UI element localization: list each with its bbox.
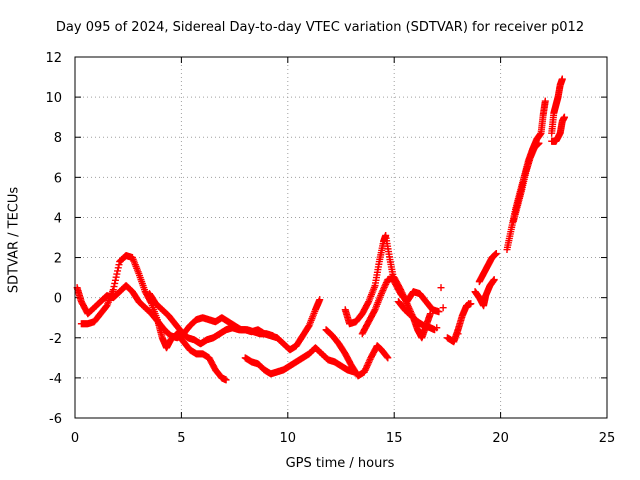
data-point-marker bbox=[111, 276, 119, 284]
data-point-marker bbox=[360, 368, 368, 376]
chart-title: Day 095 of 2024, Sidereal Day-to-day VTE… bbox=[55, 20, 585, 35]
data-point-marker bbox=[380, 285, 388, 293]
series-arc-8 bbox=[394, 298, 439, 334]
x-tick-label: 10 bbox=[280, 431, 297, 446]
data-point-marker bbox=[402, 297, 410, 305]
data-point-marker bbox=[435, 308, 443, 316]
y-tick-label: -2 bbox=[49, 332, 62, 347]
data-point-marker bbox=[364, 299, 372, 307]
data-point-marker bbox=[558, 75, 566, 83]
series-arc-11 bbox=[475, 250, 500, 286]
data-point-marker bbox=[384, 354, 392, 362]
y-tick-label: 12 bbox=[45, 51, 62, 66]
data-point-marker bbox=[399, 292, 407, 300]
data-point-marker bbox=[398, 289, 406, 297]
data-point-marker bbox=[114, 264, 122, 272]
series-arc-3 bbox=[145, 290, 324, 354]
data-point-marker bbox=[426, 310, 434, 318]
data-point-marker bbox=[399, 290, 407, 298]
data-point-marker bbox=[109, 286, 117, 294]
data-point-marker bbox=[490, 276, 498, 284]
data-point-marker bbox=[397, 287, 405, 295]
x-axis-label: GPS time / hours bbox=[285, 456, 395, 471]
series-arc-7 bbox=[358, 274, 434, 342]
y-tick-label: -6 bbox=[49, 412, 62, 427]
data-point-marker bbox=[381, 282, 389, 290]
data-point-marker bbox=[403, 300, 411, 308]
series-arc-14 bbox=[548, 75, 566, 137]
data-point-marker bbox=[222, 376, 230, 384]
data-point-marker bbox=[380, 283, 388, 291]
data-point-marker bbox=[401, 295, 409, 303]
data-point-marker bbox=[370, 307, 378, 315]
data-point-marker bbox=[378, 288, 386, 296]
data-point-marker bbox=[492, 250, 500, 258]
axis-ticks: 0 5 10 15 20 25 -6 -4 -2 0 2 4 6 8 10 12 bbox=[45, 51, 615, 446]
series-arc-9 bbox=[443, 300, 475, 346]
x-tick-label: 0 bbox=[71, 431, 79, 446]
data-point-marker bbox=[377, 290, 385, 298]
data-point-marker bbox=[362, 365, 370, 373]
data-point-marker bbox=[383, 353, 391, 361]
data-point-marker bbox=[316, 296, 324, 304]
series-arc-13 bbox=[509, 139, 543, 225]
data-point-marker bbox=[361, 366, 369, 374]
y-tick-label: 10 bbox=[45, 91, 62, 106]
data-point-marker bbox=[402, 298, 410, 306]
data-point-marker bbox=[382, 280, 390, 288]
data-point-marker bbox=[433, 324, 441, 332]
series-arc-2 bbox=[77, 252, 230, 384]
x-tick-label: 5 bbox=[177, 431, 185, 446]
data-point-marker bbox=[404, 301, 412, 309]
data-point-marker bbox=[400, 293, 408, 301]
data-point-marker bbox=[560, 113, 568, 121]
data-point-marker bbox=[465, 300, 473, 308]
data-markers bbox=[73, 75, 568, 384]
x-tick-label: 20 bbox=[492, 431, 509, 446]
y-tick-label: 6 bbox=[54, 171, 62, 186]
data-point-marker bbox=[363, 362, 371, 370]
y-axis-label: SDTVAR / TECUs bbox=[6, 186, 22, 294]
y-tick-label: -4 bbox=[49, 372, 62, 387]
y-tick-label: 8 bbox=[54, 131, 62, 146]
data-point-marker bbox=[439, 304, 447, 312]
data-point-marker bbox=[114, 267, 122, 275]
data-point-marker bbox=[535, 139, 543, 147]
data-point-marker bbox=[454, 330, 462, 338]
series-arc-5 bbox=[322, 326, 392, 380]
x-tick-label: 15 bbox=[386, 431, 403, 446]
data-point-marker bbox=[364, 360, 372, 368]
plot-frame bbox=[74, 56, 608, 419]
x-tick-label: 25 bbox=[599, 431, 616, 446]
y-tick-label: 4 bbox=[54, 211, 62, 226]
data-point-marker bbox=[437, 284, 445, 292]
y-tick-label: 0 bbox=[54, 292, 62, 307]
series-arc-4 bbox=[241, 344, 358, 378]
data-point-marker bbox=[365, 359, 373, 367]
data-point-marker bbox=[397, 286, 405, 294]
series-arc-10 bbox=[471, 276, 498, 310]
data-point-marker bbox=[113, 270, 121, 278]
data-point-marker bbox=[111, 279, 119, 287]
series-arc-15 bbox=[548, 113, 568, 145]
data-point-marker bbox=[110, 283, 118, 291]
data-point-marker bbox=[365, 357, 373, 365]
data-point-marker bbox=[379, 287, 387, 295]
series-isolated-points bbox=[433, 284, 473, 338]
y-tick-label: 2 bbox=[54, 252, 62, 267]
data-point-marker bbox=[115, 261, 123, 269]
data-point-marker bbox=[112, 273, 120, 281]
data-point-marker bbox=[363, 363, 371, 371]
data-point-marker bbox=[541, 97, 549, 105]
